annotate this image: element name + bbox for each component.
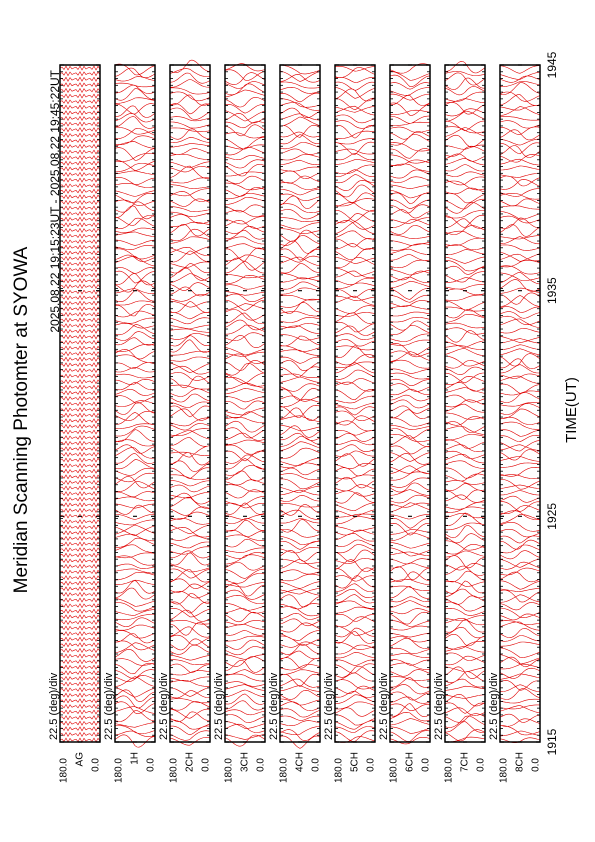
axis-bottom-label: 0.0 (91, 758, 102, 772)
scan-traces (444, 60, 486, 743)
channel-label: 7CH (460, 752, 471, 772)
scale-label: 22.5 (deg)/div (158, 672, 170, 740)
x-tick-label: 1935 (545, 277, 559, 304)
scale-label: 22.5 (deg)/div (323, 672, 335, 740)
scan-traces (114, 63, 156, 748)
axis-top-label: 180.0 (279, 758, 290, 783)
axis-bottom-label: 0.0 (531, 758, 542, 772)
scale-label: 22.5 (deg)/div (268, 672, 280, 740)
channel-label: AG (75, 752, 86, 767)
axis-top-label: 180.0 (224, 758, 235, 783)
scan-traces (279, 64, 321, 749)
x-tick-label: 1925 (545, 503, 559, 530)
scale-label: 22.5 (deg)/div (488, 672, 500, 740)
panel-frame (334, 64, 376, 743)
axis-top-label: 180.0 (114, 758, 125, 783)
axis-bottom-label: 0.0 (146, 758, 157, 772)
scan-traces (224, 63, 266, 747)
axis-top-label: 180.0 (499, 758, 510, 783)
scale-label: 22.5 (deg)/div (48, 672, 60, 740)
axis-top-label: 180.0 (334, 758, 345, 783)
panel-frame (499, 64, 541, 743)
x-tick-label: 1945 (545, 51, 559, 78)
channel-label: 3CH (240, 752, 251, 772)
rotated-frame: Meridian Scanning Photomter at SYOWA 202… (11, 51, 580, 783)
axis-bottom-label: 0.0 (366, 758, 377, 772)
scale-label: 22.5 (deg)/div (433, 672, 445, 740)
scale-label: 22.5 (deg)/div (378, 672, 390, 740)
channel-label: 5CH (350, 752, 361, 772)
axis-top-label: 180.0 (444, 758, 455, 783)
axis-bottom-label: 0.0 (311, 758, 322, 772)
channel-label: 2CH (185, 752, 196, 772)
scale-label: 22.5 (deg)/div (213, 672, 225, 740)
channel-label: 4CH (295, 752, 306, 772)
scan-traces (389, 63, 431, 745)
chart-title: Meridian Scanning Photomter at SYOWA (11, 246, 32, 593)
channel-label: 1H (130, 752, 141, 765)
channel-label: 6CH (405, 752, 416, 772)
scale-label: 22.5 (deg)/div (103, 672, 115, 740)
axis-top-label: 180.0 (59, 758, 70, 783)
axis-top-label: 180.0 (389, 758, 400, 783)
scan-traces (499, 65, 541, 743)
axis-bottom-label: 0.0 (476, 758, 487, 772)
scan-traces (334, 66, 376, 743)
axis-top-label: 180.0 (169, 758, 180, 783)
x-axis-label: TIME(UT) (563, 377, 580, 443)
panel-frame (444, 64, 486, 743)
scan-traces (59, 65, 101, 743)
subtitle: 2025.08.22 19:15:23UT - 2025.08.22 19:45… (48, 69, 62, 332)
x-tick-label: 1915 (545, 728, 559, 755)
channel-label: 8CH (515, 752, 526, 772)
axis-bottom-label: 0.0 (256, 758, 267, 772)
scan-traces (169, 59, 211, 746)
axis-bottom-label: 0.0 (421, 758, 432, 772)
axis-bottom-label: 0.0 (201, 758, 212, 772)
